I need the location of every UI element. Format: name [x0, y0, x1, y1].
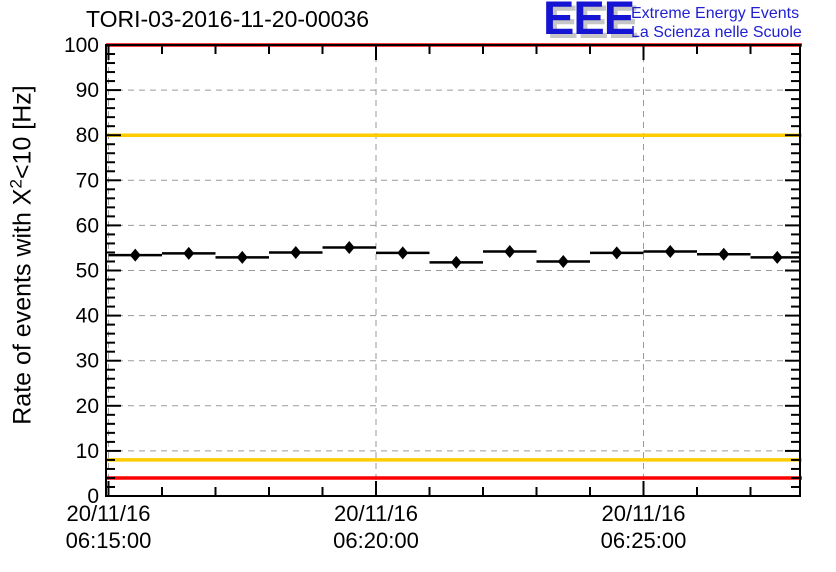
y-tick-label: 100	[64, 34, 99, 57]
x-tick-label-time: 06:20:00	[333, 528, 419, 553]
plot-title: TORI-03-2016-11-20-00036	[86, 6, 369, 32]
data-point-marker	[450, 255, 462, 269]
y-tick-label: 20	[76, 395, 99, 418]
y-axis-title-suffix: <10 [Hz]	[8, 85, 37, 180]
eee-logo-tagline-line2: La Scienza nelle Scuole	[631, 24, 802, 41]
y-tick-label: 30	[76, 350, 99, 373]
y-tick-label: 90	[76, 79, 99, 102]
x-tick-label-time: 06:25:00	[601, 528, 687, 553]
data-point-marker	[771, 250, 783, 264]
plot-frame	[105, 44, 801, 497]
data-point-marker	[129, 248, 141, 262]
data-point-marker	[718, 247, 730, 261]
x-tick-label-date: 20/11/16	[601, 501, 685, 526]
y-tick-label: 50	[76, 260, 99, 283]
y-tick-label: 60	[76, 214, 99, 237]
x-tick-label-date: 20/11/16	[66, 501, 150, 526]
y-axis-title: Rate of events with X2<10 [Hz]	[6, 85, 37, 425]
data-point-marker	[557, 254, 569, 268]
y-tick-label: 70	[76, 169, 99, 192]
data-point-marker	[183, 246, 195, 260]
eee-logo-acronym: EEE	[543, 0, 635, 44]
eee-logo-tagline: Extreme Energy Events La Scienza nelle S…	[631, 4, 802, 42]
data-point-marker	[397, 246, 409, 260]
y-tick-label: 80	[76, 124, 99, 147]
data-point-marker	[611, 246, 623, 260]
data-point-marker	[504, 245, 516, 259]
y-axis-title-superscript: 2	[6, 179, 26, 189]
data-point-marker	[290, 245, 302, 259]
data-point-marker	[236, 250, 248, 264]
x-tick-label-time: 06:15:00	[66, 528, 152, 553]
y-tick-label: 10	[76, 440, 99, 463]
y-tick-label: 0	[87, 485, 99, 508]
data-point-marker	[664, 245, 676, 259]
y-tick-label: 40	[76, 305, 99, 328]
x-tick-label-date: 20/11/16	[334, 501, 418, 526]
y-axis-title-text: Rate of events with X	[8, 188, 37, 425]
data-point-marker	[343, 240, 355, 254]
eee-logo-tagline-line1: Extreme Energy Events	[631, 5, 800, 22]
